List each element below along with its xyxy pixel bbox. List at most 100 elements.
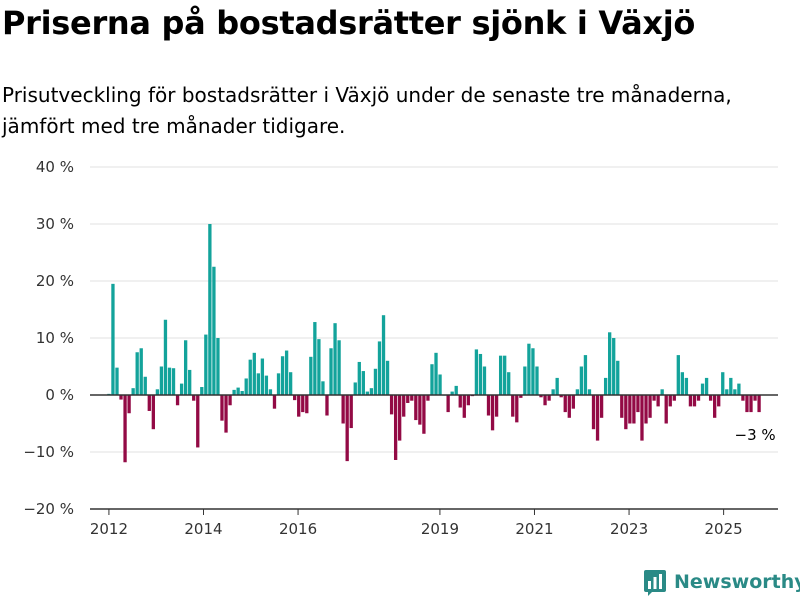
bar	[749, 395, 753, 413]
bar	[648, 395, 652, 418]
bar	[204, 334, 208, 395]
bar	[293, 395, 297, 401]
bar	[603, 377, 608, 395]
bar	[668, 395, 672, 407]
bar	[741, 395, 745, 401]
bar	[620, 395, 624, 418]
bar	[385, 360, 390, 395]
x-tick-label: 2023	[610, 520, 648, 538]
bar	[325, 395, 329, 416]
bar	[503, 355, 507, 395]
last-value-label: −3 %	[735, 426, 776, 444]
bar	[284, 350, 289, 395]
bar	[438, 374, 442, 395]
bar	[240, 391, 244, 395]
bar	[708, 395, 713, 401]
bar	[115, 367, 119, 395]
bar	[192, 395, 196, 401]
bar	[571, 395, 575, 409]
bar	[365, 391, 370, 395]
bar	[434, 352, 438, 395]
bar	[268, 389, 273, 395]
bar	[535, 366, 539, 395]
bar	[159, 366, 164, 395]
bar	[305, 395, 309, 414]
bar	[458, 395, 462, 408]
bar	[563, 395, 567, 413]
bar	[313, 322, 317, 395]
bar	[595, 395, 600, 441]
bar	[244, 378, 248, 395]
bar	[555, 377, 559, 395]
bar	[256, 373, 260, 395]
bar	[333, 323, 337, 395]
bar	[341, 395, 345, 424]
bar	[264, 375, 269, 395]
bar	[519, 395, 523, 398]
bar	[640, 395, 644, 441]
x-tick-label: 2014	[184, 520, 222, 538]
bar	[567, 395, 571, 418]
bar	[507, 372, 511, 395]
bar	[196, 395, 200, 448]
bar	[515, 395, 519, 423]
bar	[745, 395, 749, 413]
x-tick-label: 2016	[279, 520, 317, 538]
bar	[349, 395, 353, 429]
bar	[486, 395, 491, 416]
bar	[309, 356, 313, 395]
bar	[353, 382, 357, 395]
y-tick-label: 30 %	[36, 215, 74, 233]
bar	[575, 389, 580, 395]
bar	[260, 358, 265, 395]
bar	[236, 387, 240, 395]
bar	[656, 395, 660, 407]
y-tick-label: 0 %	[45, 386, 74, 404]
bar	[406, 395, 410, 403]
bar	[216, 338, 220, 395]
bar	[498, 355, 503, 395]
bar	[171, 368, 176, 395]
bar	[393, 395, 398, 460]
bar	[123, 395, 127, 463]
bar	[288, 372, 293, 395]
bar	[543, 395, 547, 406]
bar	[179, 383, 184, 395]
bar	[713, 395, 717, 418]
bar	[175, 395, 180, 406]
bar	[454, 385, 458, 395]
bar	[167, 367, 172, 395]
bar	[579, 366, 584, 395]
bar	[474, 349, 479, 395]
chart-subtitle: Prisutveckling för bostadsrätter i Växjö…	[2, 83, 732, 138]
bar	[680, 372, 685, 395]
bar	[200, 387, 204, 395]
bars	[107, 224, 761, 463]
x-tick-label: 2012	[90, 520, 128, 538]
bar	[466, 395, 470, 406]
bar	[410, 395, 414, 401]
bar	[127, 395, 131, 414]
bar	[632, 395, 636, 424]
bar	[527, 343, 531, 395]
bar	[414, 395, 418, 421]
bar	[212, 266, 216, 395]
bar	[660, 389, 664, 395]
bar	[252, 352, 256, 395]
bar	[119, 395, 123, 400]
bar	[369, 388, 374, 395]
bar	[583, 355, 588, 395]
bar	[737, 383, 741, 395]
bar	[430, 364, 434, 395]
bar	[450, 391, 454, 395]
bar	[301, 395, 305, 413]
bar	[490, 395, 495, 431]
bar	[228, 395, 232, 406]
bar	[482, 366, 487, 395]
bar	[717, 395, 721, 407]
bar	[398, 395, 402, 441]
x-tick-label: 2021	[515, 520, 553, 538]
bar	[733, 389, 737, 395]
bar	[551, 389, 555, 395]
